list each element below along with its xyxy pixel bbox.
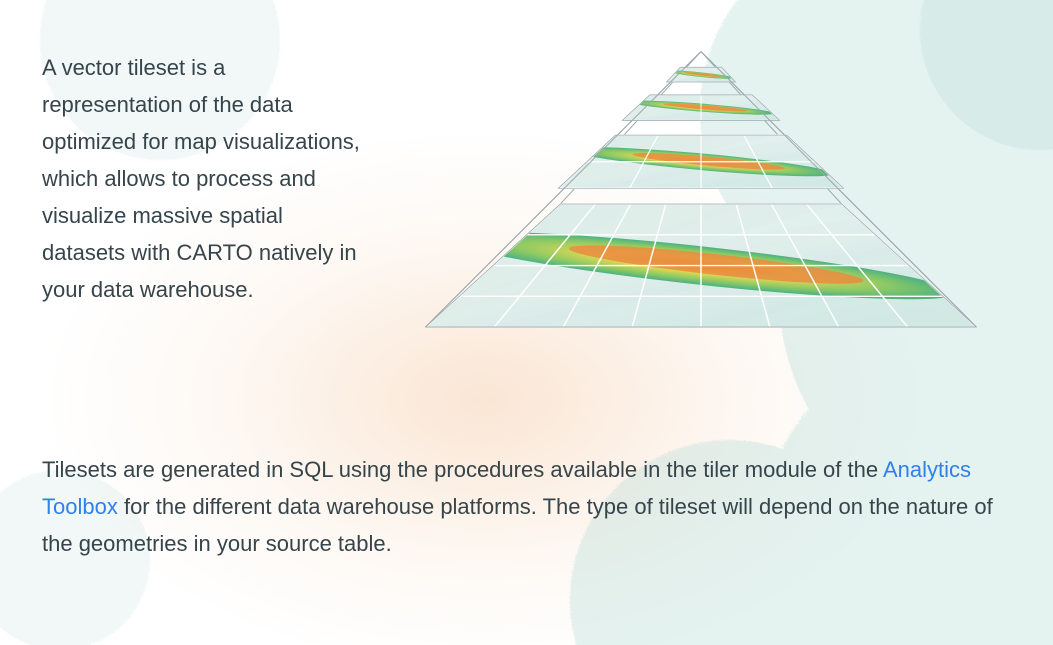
layer-mid bbox=[551, 135, 851, 188]
layer-top bbox=[664, 67, 736, 82]
para2-text-before: Tilesets are generated in SQL using the … bbox=[42, 457, 883, 482]
layer-bottom bbox=[411, 204, 989, 327]
intro-paragraph: A vector tileset is a representation of … bbox=[42, 50, 362, 309]
pyramid-diagram bbox=[390, 22, 1011, 396]
tileset-pyramid-svg bbox=[391, 22, 1011, 396]
layer-upper bbox=[618, 95, 783, 121]
para2-text-after: for the different data warehouse platfor… bbox=[42, 494, 993, 556]
second-paragraph: Tilesets are generated in SQL using the … bbox=[42, 452, 1002, 563]
